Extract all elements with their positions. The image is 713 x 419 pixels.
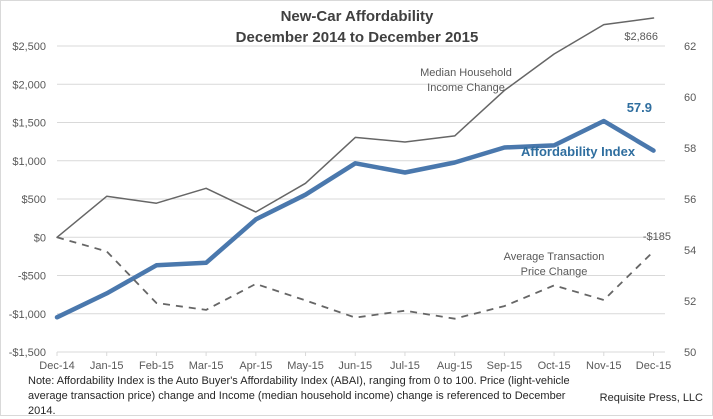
left-tick-label: $1,000 bbox=[12, 156, 46, 168]
affordability-annotation: Affordability Index bbox=[521, 144, 636, 159]
left-tick-label: $500 bbox=[22, 194, 46, 206]
income-annotation: Income Change bbox=[427, 82, 505, 94]
x-tick-label: Mar-15 bbox=[189, 360, 224, 372]
x-tick-label: Feb-15 bbox=[139, 360, 174, 372]
x-tick-label: Jul-15 bbox=[390, 360, 420, 372]
price-annotation: Average Transaction bbox=[504, 251, 605, 263]
left-axis: $2,500 $2,000 $1,500 $1,000 $500 $0 -$500 -$1,0… bbox=[9, 41, 46, 359]
price-end-label: -$185 bbox=[643, 231, 671, 243]
left-tick-label: -$1,500 bbox=[9, 347, 46, 359]
right-tick-label: 50 bbox=[684, 347, 696, 359]
chart-credit: Requisite Press, LLC bbox=[599, 392, 703, 404]
chart-subtitle: December 2014 to December 2015 bbox=[236, 29, 479, 46]
x-tick-label: May-15 bbox=[287, 360, 324, 372]
x-tick-label: Jun-15 bbox=[338, 360, 372, 372]
left-tick-label: -$500 bbox=[18, 271, 46, 283]
right-tick-label: 62 bbox=[684, 41, 696, 53]
left-tick-label: $0 bbox=[34, 232, 46, 244]
affordability-end-label: 57.9 bbox=[627, 100, 652, 115]
x-tick-label: Jan-15 bbox=[90, 360, 124, 372]
right-tick-label: 54 bbox=[684, 245, 696, 257]
right-tick-label: 56 bbox=[684, 194, 696, 206]
series-line-average-transaction-price-change bbox=[56, 236, 655, 320]
income-end-label: $2,866 bbox=[624, 31, 658, 43]
series-group bbox=[54, 17, 656, 320]
income-annotation: Median Household bbox=[420, 67, 512, 79]
left-tick-label: $2,000 bbox=[12, 79, 46, 91]
chart-note: Note: Affordability Index is the Auto Bu… bbox=[28, 375, 570, 417]
annotations: $2,866 Median Household Income Change 57.9 A… bbox=[420, 31, 671, 278]
chart-title: New-Car Affordability bbox=[281, 8, 434, 25]
x-tick-label: Oct-15 bbox=[538, 360, 571, 372]
right-tick-label: 60 bbox=[684, 92, 696, 104]
price-annotation: Price Change bbox=[521, 266, 588, 278]
x-tick-label: Nov-15 bbox=[586, 360, 621, 372]
x-tick-label: Dec-14 bbox=[39, 360, 74, 372]
x-tick-label: Sep-15 bbox=[487, 360, 522, 372]
left-tick-label: $2,500 bbox=[12, 41, 46, 53]
x-tick-label: Aug-15 bbox=[437, 360, 472, 372]
right-tick-label: 58 bbox=[684, 143, 696, 155]
series-line-affordability-index bbox=[54, 118, 656, 320]
right-axis: 62 60 58 56 54 52 50 bbox=[684, 41, 696, 359]
x-axis: Dec-14 Jan-15 Feb-15 Mar-15 Apr-15 May-15 Jun-… bbox=[39, 351, 671, 372]
left-tick-label: -$1,000 bbox=[9, 309, 46, 321]
left-tick-label: $1,500 bbox=[12, 118, 46, 130]
x-tick-label: Dec-15 bbox=[636, 360, 671, 372]
gridlines bbox=[57, 45, 665, 315]
x-tick-label: Apr-15 bbox=[239, 360, 272, 372]
right-tick-label: 52 bbox=[684, 296, 696, 308]
series-line-median-household-income-change bbox=[56, 17, 655, 239]
